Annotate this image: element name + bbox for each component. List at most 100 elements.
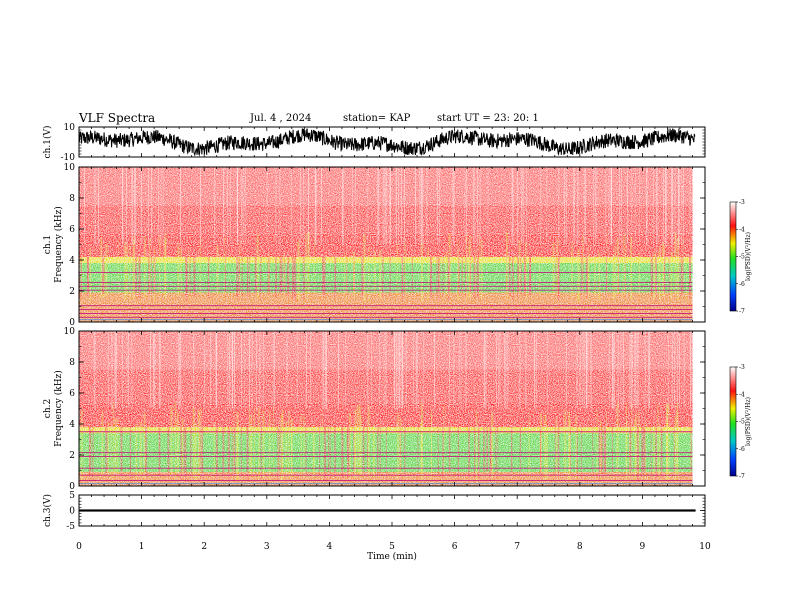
ch2-spec-streak <box>80 409 83 481</box>
x-tick-label: 7 <box>514 542 520 552</box>
ch1-spec-streak <box>616 237 619 294</box>
ch2-spec-streak <box>144 419 148 478</box>
ch2-spec-white-streak <box>586 331 587 409</box>
ch1-spec-streak <box>605 234 607 302</box>
ch1-spec-streak <box>427 248 429 301</box>
ch1-spec-white-streak <box>299 167 301 245</box>
ch1-spec-streak <box>580 239 582 299</box>
ch1-spec-white-streak <box>517 167 519 245</box>
ch2-spec-white-streak <box>210 331 212 409</box>
ch1-spec-streak <box>389 246 391 298</box>
ch1-spec-streak <box>442 232 444 297</box>
x-tick-label: 5 <box>389 542 395 552</box>
ch2-spec-streak <box>92 419 94 481</box>
ch2-spec-white-streak <box>251 331 253 409</box>
ch2-spec-white-streak <box>565 331 567 409</box>
ch2-spec-streak <box>167 420 170 474</box>
ch1-spec-streak <box>614 244 616 298</box>
ch2-spec-streak <box>668 403 670 481</box>
ch2-spec-streak <box>181 418 184 476</box>
ch1-spec-white-streak <box>354 167 356 245</box>
ch1-spec-streak <box>304 244 305 300</box>
ch2-spec-streak <box>327 419 329 480</box>
ch1-spec-white-streak <box>404 167 406 245</box>
ch2-spec-white-streak <box>394 331 396 409</box>
colorbar-ch2-tick-label: -3 <box>739 364 745 371</box>
ch2-spec-streak <box>184 402 187 481</box>
ch2-spec-white-streak <box>423 331 424 409</box>
ch2-spec-streak <box>690 423 692 476</box>
ch1-spec-streak <box>368 246 370 302</box>
ch1-spec-white-streak <box>487 167 489 245</box>
ch1-spec-white-streak <box>585 167 587 245</box>
ch1-spec-streak <box>352 251 355 296</box>
ch2-spec-streak <box>483 405 485 473</box>
ch2-spec-white-streak <box>579 331 581 409</box>
ch2-spec-streak <box>491 412 494 479</box>
ch1-spec-streak <box>177 245 180 296</box>
ch1-spec-streak <box>291 243 293 293</box>
ch1-spec-streak <box>87 237 90 297</box>
ch1-spec-streak <box>307 232 310 294</box>
ch1-spec-streak <box>334 242 337 298</box>
ch1-spec-white-streak <box>400 167 402 245</box>
ch2-spec-streak <box>278 405 280 474</box>
ch1-spec-streak <box>193 242 196 297</box>
ch2-spec-white-streak <box>483 331 485 409</box>
ch2-spec-streak <box>372 424 375 477</box>
ch1-spec-white-streak <box>395 167 397 245</box>
ch1-spec-streak <box>314 234 315 294</box>
ch1-spec-streak <box>517 235 520 298</box>
ch3-y-tick-label: -5 <box>66 522 75 532</box>
ch1-spec-streak <box>89 247 91 301</box>
ch1-spec-white-streak <box>546 167 548 245</box>
ch2-spec-streak <box>489 419 491 481</box>
ch2-spec-streak <box>353 413 355 476</box>
ch2-spec-white-streak <box>131 331 133 409</box>
ch1-y-tick-label: -10 <box>61 153 76 163</box>
ch2-spec-streak <box>227 405 230 480</box>
x-tick-label: 8 <box>577 542 583 552</box>
ch2-spec-white-streak <box>393 331 395 409</box>
ch1-spec-white-streak <box>439 167 441 245</box>
ch2-spec-white-streak <box>401 331 403 409</box>
ch1-spec-white-streak <box>352 167 353 245</box>
ch2-spec-streak <box>277 408 279 480</box>
ch1-spec-white-streak <box>223 167 225 245</box>
ch2-spec-streak <box>629 420 632 473</box>
ch1-spec-streak <box>577 249 580 302</box>
ch1-spec-white-streak <box>275 167 277 245</box>
colorbar-ch1-label: log(PSD)(V²/Hz) <box>745 232 752 281</box>
ch2-spec-streak <box>510 414 513 474</box>
ch1-spec-streak <box>480 239 483 299</box>
x-tick-label: 2 <box>201 542 207 552</box>
ch1-spec-streak <box>238 239 240 297</box>
ch2-spec-streak <box>174 402 176 480</box>
ch1-spec-streak <box>650 236 652 300</box>
x-tick-label: 4 <box>327 542 333 552</box>
ch1-spec-white-streak <box>200 167 201 245</box>
ch1-spec-streak <box>668 240 670 295</box>
ch1-spec-streak <box>216 245 219 294</box>
ch1-spec-white-streak <box>639 167 641 245</box>
colorbar-ch2-tick-label: -4 <box>739 391 745 398</box>
ch2-spec-y-axis-label: Frequency (kHz) <box>53 370 64 447</box>
ch1-spec-white-streak <box>126 167 128 245</box>
x-axis: 0 1 2 3 4 5 6 7 8 9 10 Time (min) <box>76 542 711 562</box>
ch2-spec-streak <box>554 423 556 474</box>
ch2-spec-white-streak <box>383 331 385 409</box>
chart-title: VLF Spectra <box>79 111 156 125</box>
ch2-spec-white-streak <box>683 331 685 409</box>
ch2-spec-white-streak <box>397 331 399 409</box>
ch2-spec-streak <box>575 415 577 479</box>
ch3-waveform-trace <box>79 509 696 512</box>
ch1-spec-white-streak <box>573 167 575 245</box>
ch2-spec-streak <box>473 414 476 479</box>
ch2-spec-white-streak <box>649 331 651 409</box>
ch2-spec-white-streak <box>215 331 217 409</box>
ch2-spec-white-streak <box>582 331 584 409</box>
ch2-spec-streak <box>233 409 236 475</box>
ch2-spec-white-streak <box>229 331 231 409</box>
ch1-spec-white-streak <box>474 167 476 245</box>
ch2-spec-streak <box>215 410 218 481</box>
